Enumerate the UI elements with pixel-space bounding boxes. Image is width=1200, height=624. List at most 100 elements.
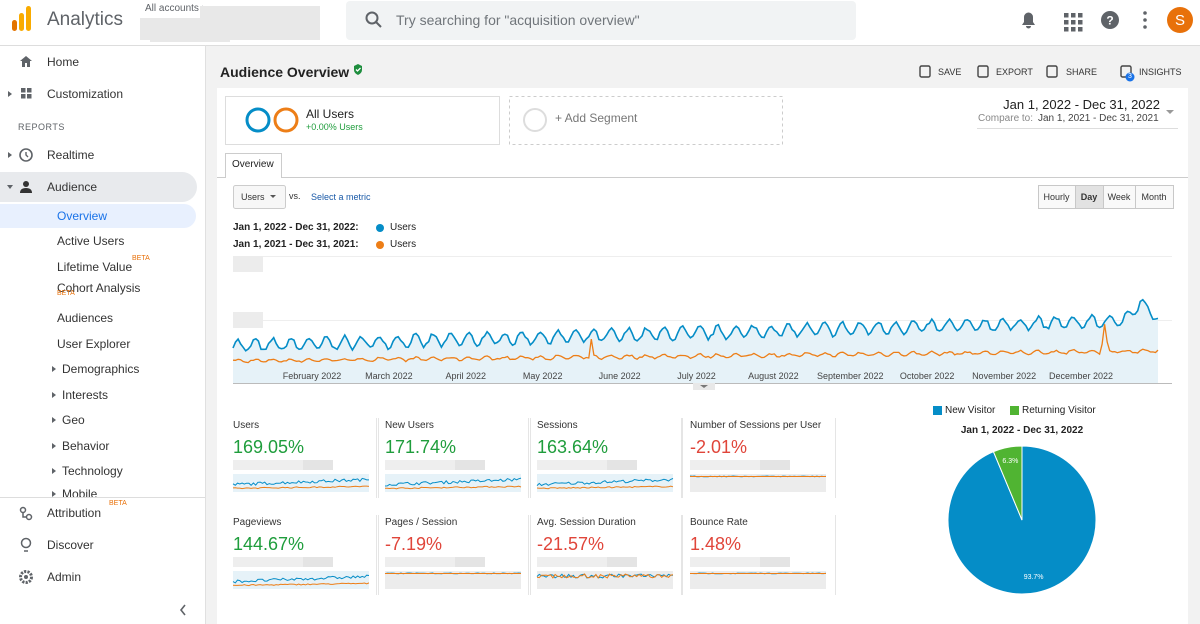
granularity-label[interactable]: Week	[1107, 192, 1131, 202]
blurred-metric-total	[690, 557, 790, 567]
action-icon	[1046, 65, 1058, 78]
nav-subitem[interactable]: Audiences	[57, 311, 114, 325]
legend-dot	[376, 241, 384, 249]
logo-bar	[26, 6, 31, 31]
caret-icon	[52, 392, 56, 398]
nav-item[interactable]: Admin	[47, 570, 82, 584]
nav-subitem[interactable]: Cohort Analysis	[57, 281, 141, 295]
account-picker[interactable]: All accounts	[145, 3, 199, 14]
nav-item[interactable]: Audience	[47, 180, 98, 194]
action-button[interactable]: SAVE	[938, 67, 962, 77]
nav-item[interactable]: Customization	[47, 87, 124, 101]
blurred-metric-total	[537, 460, 637, 470]
select-metric-link[interactable]: Select a metric	[311, 192, 371, 202]
nav-subitem[interactable]: Lifetime Value	[57, 260, 133, 274]
blurred-metric-total	[233, 557, 333, 567]
nav-subitem[interactable]: Mobile	[62, 487, 98, 497]
sparkline-current	[536, 478, 674, 487]
metric-name: Avg. Session Duration	[537, 517, 636, 528]
nav-item[interactable]: Home	[47, 55, 80, 69]
page-title: Audience Overview	[220, 64, 350, 80]
nav-item[interactable]: Realtime	[47, 148, 95, 162]
add-segment-card[interactable]	[509, 96, 783, 145]
action-button[interactable]: SHARE	[1066, 67, 1098, 77]
person-icon	[20, 188, 32, 193]
date-range[interactable]: Jan 1, 2022 - Dec 31, 2022	[1003, 97, 1160, 112]
segment-name[interactable]: All Users	[306, 107, 355, 121]
date-caret	[1166, 110, 1174, 114]
sparkline-bg	[385, 474, 521, 492]
blurred-metric-total	[233, 460, 333, 470]
legend-metric: Users	[390, 222, 417, 233]
nav-item[interactable]: Attribution	[47, 506, 102, 520]
sparkline-bg	[690, 571, 826, 589]
nav-item[interactable]: Discover	[47, 538, 94, 552]
metric-change: 169.05%	[233, 437, 305, 457]
nav-subitem[interactable]: Technology	[62, 464, 123, 478]
dropdown-caret	[270, 195, 276, 198]
search-box[interactable]	[346, 1, 856, 40]
granularity-label[interactable]: Hourly	[1043, 192, 1070, 202]
metric-change: 171.74%	[385, 437, 457, 457]
trend-area	[233, 299, 1158, 383]
caret-icon	[7, 185, 13, 189]
chart-collapse-caret	[700, 385, 708, 388]
action-button[interactable]: INSIGHTS	[1139, 67, 1182, 77]
month-label: June 2022	[598, 371, 641, 381]
metric-dropdown-label[interactable]: Users	[241, 192, 265, 202]
caret-icon	[8, 91, 12, 97]
attribution-icon	[22, 513, 27, 518]
action-button[interactable]: EXPORT	[996, 67, 1033, 77]
nav-subitem[interactable]: User Explorer	[57, 337, 131, 351]
tab-cover	[226, 176, 281, 179]
logo-bar	[19, 13, 24, 31]
nav-subitem[interactable]: Geo	[62, 413, 85, 427]
add-segment[interactable]: + Add Segment	[555, 111, 638, 125]
metric-name: Number of Sessions per User	[690, 420, 822, 431]
avatar[interactable]	[1167, 7, 1193, 33]
action-icon	[919, 65, 931, 78]
avatar-initial: S	[1174, 12, 1185, 29]
pie-slice	[992, 445, 1023, 521]
granularity-label[interactable]: Day	[1080, 192, 1098, 202]
month-label: February 2022	[282, 371, 342, 381]
apps-icon	[1078, 20, 1083, 25]
tab-label[interactable]: Overview	[232, 159, 274, 170]
discover-icon	[20, 537, 32, 549]
blurred-metric-total	[760, 460, 790, 470]
blurred-metric-total	[537, 557, 637, 567]
admin-icon	[24, 575, 28, 579]
logo-bar	[12, 20, 17, 31]
nav-subitem[interactable]: Behavior	[62, 439, 110, 453]
search-icon	[375, 21, 382, 28]
metric-name: New Users	[385, 420, 434, 431]
admin-icon	[19, 570, 33, 584]
caret-icon	[52, 491, 56, 497]
sparkline-previous	[232, 485, 370, 490]
granularity-button[interactable]	[1135, 185, 1174, 209]
granularity-label[interactable]: Month	[1141, 192, 1167, 202]
nav-subitem[interactable]: Interests	[62, 388, 109, 402]
verified-icon	[354, 64, 362, 75]
nav-subitem[interactable]: Active Users	[57, 234, 125, 248]
product-name: Analytics	[47, 9, 124, 30]
sparkline-current	[232, 477, 369, 486]
tab[interactable]	[225, 153, 282, 178]
nav-subitem[interactable]: Overview	[57, 209, 108, 223]
metric-dropdown[interactable]	[233, 185, 286, 209]
blurred-axis-label	[233, 312, 263, 328]
apps-icon	[1064, 13, 1069, 18]
sparkline-bg	[690, 474, 826, 492]
pie-label: 6.3%	[1002, 457, 1019, 465]
sparkline-previous	[536, 485, 674, 490]
month-label: October 2022	[899, 371, 955, 381]
month-label: July 2022	[677, 371, 716, 381]
trend-line-previous	[232, 324, 1159, 364]
metric-change: 163.64%	[537, 437, 609, 457]
caret-icon	[52, 468, 56, 474]
nav-subitem[interactable]: Demographics	[62, 362, 140, 376]
apps-icon	[1071, 20, 1076, 25]
add-segment-ring	[523, 108, 547, 132]
more-icon	[1143, 25, 1147, 29]
